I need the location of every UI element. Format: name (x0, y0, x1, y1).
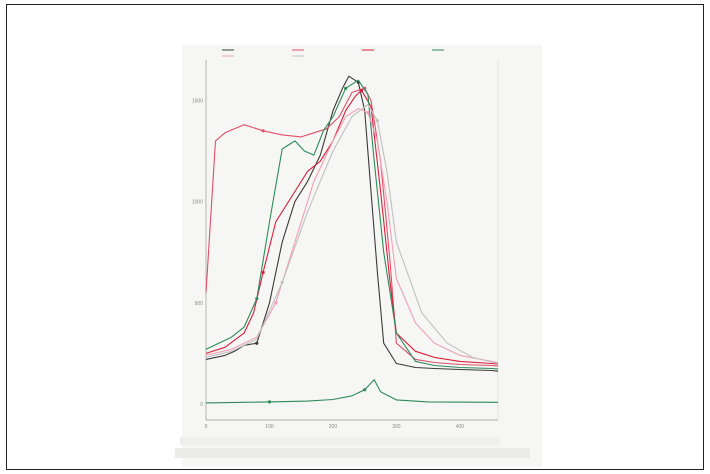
series-line (205, 89, 499, 365)
y-tick-label: 1500 (192, 98, 203, 104)
x-tick-label: 300 (392, 424, 401, 430)
series-line (205, 79, 499, 370)
x-tick-label: 0 (205, 424, 208, 430)
x-tick-label: 200 (329, 424, 338, 430)
figure-frame (6, 4, 704, 470)
series-marker (267, 400, 272, 404)
series-marker (255, 297, 259, 301)
series-line (205, 75, 499, 372)
legend (222, 49, 444, 57)
series-marker (274, 301, 278, 305)
series-marker (261, 270, 265, 275)
y-tick-label: 500 (195, 301, 204, 307)
series-lines (205, 75, 499, 404)
series-marker (344, 86, 348, 90)
series-marker (366, 111, 370, 115)
x-tick-label: 100 (265, 424, 274, 430)
series-line (205, 108, 499, 364)
footer-caption-band (180, 437, 500, 445)
y-tick-label: 1000 (192, 200, 203, 206)
series-marker (375, 119, 379, 123)
chart-photo (182, 45, 542, 467)
series-marker (280, 280, 284, 285)
series-marker (261, 129, 265, 133)
footer-strip (175, 448, 530, 458)
series-marker (255, 341, 259, 345)
x-tick-label: 400 (456, 424, 465, 430)
series-line (205, 103, 499, 365)
y-tick-label: 0 (200, 402, 203, 408)
tick-labels: 0 100 200 300 400 0 500 1000 1500 (192, 98, 464, 430)
series-line (205, 87, 499, 367)
series-marker (359, 88, 364, 92)
series-marker (363, 388, 367, 392)
series-line (205, 379, 499, 404)
